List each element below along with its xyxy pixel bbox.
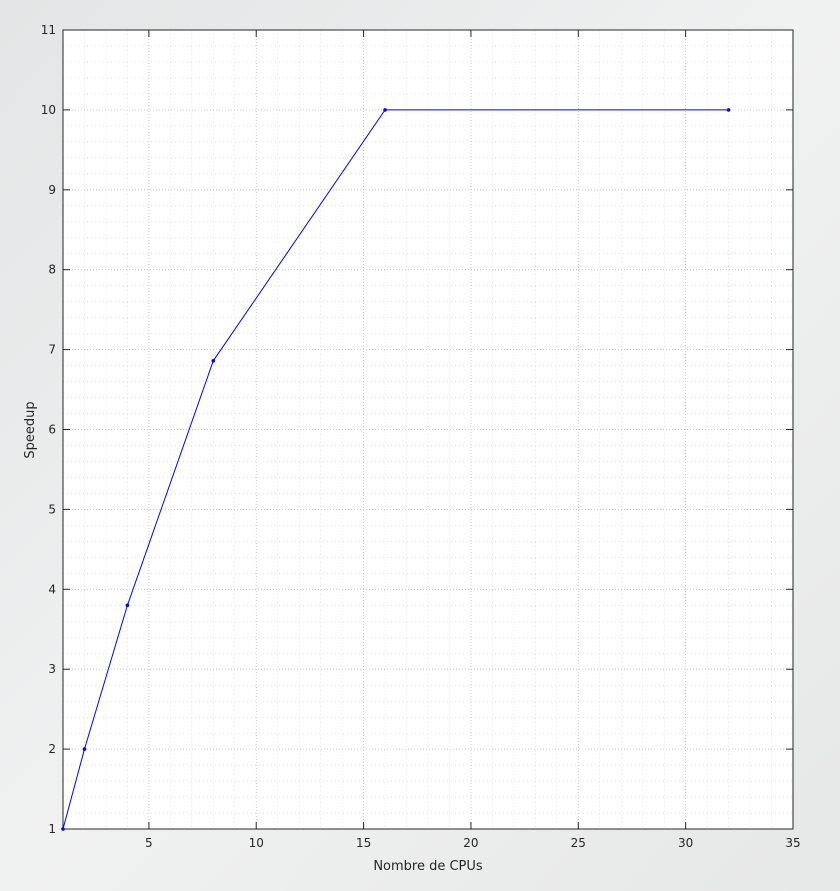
y-tick-label: 6 [48, 423, 56, 437]
y-tick-label: 4 [48, 582, 56, 596]
y-tick-label: 2 [48, 742, 56, 756]
x-tick-label: 35 [785, 836, 800, 850]
data-point [82, 747, 87, 751]
data-point [726, 108, 731, 112]
x-tick-label: 25 [571, 836, 586, 850]
y-tick-label: 1 [48, 822, 56, 836]
y-tick-label: 10 [41, 103, 56, 117]
x-tick-label: 15 [356, 836, 371, 850]
y-tick-labels: 1 2 3 4 5 6 7 8 9 10 11 [41, 23, 56, 836]
y-tick-label: 8 [48, 263, 56, 277]
y-axis-label: Speedup [23, 401, 38, 458]
x-tick-label: 5 [145, 836, 153, 850]
data-point [383, 108, 387, 112]
y-tick-label: 9 [48, 183, 56, 197]
data-point [125, 603, 130, 608]
x-tick-label: 20 [463, 836, 478, 850]
y-tick-label: 3 [48, 662, 56, 676]
plot-area [63, 30, 793, 829]
y-tick-label: 7 [48, 343, 56, 357]
data-point [61, 827, 65, 831]
x-tick-labels: 5 10 15 20 25 30 35 [145, 836, 801, 850]
series-line [62, 109, 729, 830]
series-layer [61, 108, 731, 831]
tick-marks [63, 29, 794, 830]
x-axis-label: Nombre de CPUs [373, 859, 483, 874]
x-tick-label: 30 [678, 836, 693, 850]
x-tick-label: 10 [249, 836, 264, 850]
data-point [211, 358, 216, 363]
minor-grid [62, 30, 793, 829]
y-tick-label: 5 [48, 502, 56, 516]
y-tick-label: 11 [41, 23, 56, 37]
